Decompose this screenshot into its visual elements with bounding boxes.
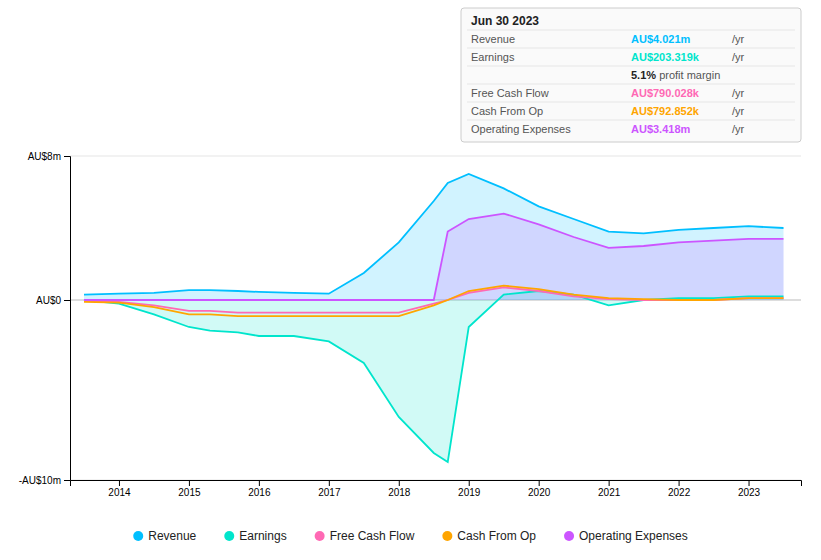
annotation-label: Revenue [471, 33, 515, 45]
tick-label: -AU$10m [19, 475, 61, 486]
grid-line [70, 156, 801, 157]
tick-label: 2023 [738, 487, 761, 498]
tick: 2016 [248, 480, 271, 498]
tick: 2017 [318, 480, 341, 498]
legend-swatch [133, 531, 143, 541]
annotation-title: Jun 30 2023 [471, 14, 539, 28]
annotation-box: Jun 30 2023 Revenue AU$4.021m /yr Earnings A… [461, 8, 801, 142]
marks [84, 174, 784, 462]
legend-item: Free Cash Flow [315, 529, 415, 543]
legend-item: Earnings [224, 529, 286, 543]
tick-mark [119, 480, 120, 486]
annotation-value: AU$3.418m [631, 123, 691, 135]
x-axis: 2014 2015 2016 2017 2018 2019 2020 2021 2022 2023 [71, 480, 802, 498]
annotation-label: Earnings [471, 51, 515, 63]
annotation-unit: /yr [729, 87, 745, 99]
area [84, 174, 784, 300]
tick-label: 2014 [108, 487, 131, 498]
annotation-unit: /yr [729, 51, 745, 63]
legend-label: Cash From Op [457, 529, 536, 543]
plot-area: 2014 2015 2016 2017 2018 2019 2020 2021 2022 2023… [19, 151, 802, 498]
annotation-label: Cash From Op [471, 105, 543, 117]
tick-mark [259, 480, 260, 486]
tick: 2022 [668, 480, 691, 498]
legend-label: Free Cash Flow [330, 529, 415, 543]
tick-label: 2015 [178, 487, 201, 498]
annotation-unit: /yr [729, 33, 745, 45]
annotation-label: Free Cash Flow [471, 87, 549, 99]
annotation-value: AU$792.852k [631, 105, 700, 117]
tick-mark [679, 480, 680, 486]
annotation-separator [467, 84, 795, 85]
tick: AU$8m [28, 151, 70, 162]
annotation-separator [467, 120, 795, 121]
chart: 2014 2015 2016 2017 2018 2019 2020 2021 2022 2023… [0, 0, 821, 560]
grid [70, 156, 801, 480]
legend: Revenue Earnings Free Cash Flow Cash From O… [133, 529, 688, 543]
tick: 2019 [458, 480, 481, 498]
area [84, 291, 784, 462]
tick-label: 2018 [388, 487, 411, 498]
legend-label: Operating Expenses [579, 529, 688, 543]
tick-mark [64, 156, 70, 157]
annotation-value: AU$4.021m [631, 33, 691, 45]
annotation-value: AU$790.028k [631, 87, 700, 99]
annotation-separator [467, 102, 795, 103]
legend-label: Earnings [239, 529, 286, 543]
axis-line [71, 481, 802, 487]
legend-swatch [442, 531, 452, 541]
annotation-background [461, 8, 801, 142]
legend-swatch [564, 531, 574, 541]
tick-label: 2019 [458, 487, 481, 498]
legend-item: Cash From Op [442, 529, 536, 543]
y-axis: -AU$10m AU$0 AU$8m [19, 151, 71, 486]
tick: AU$0 [36, 295, 70, 306]
tick-mark [189, 480, 190, 486]
tick: 2018 [388, 480, 411, 498]
tick-label: 2016 [248, 487, 271, 498]
tick-label: 2021 [598, 487, 621, 498]
tick-label: 2020 [528, 487, 551, 498]
annotation-label: 5.1% [631, 69, 656, 81]
line [84, 174, 784, 295]
tick-mark [64, 480, 70, 481]
tick-mark [539, 480, 540, 486]
annotation-separator [467, 30, 795, 31]
tick-mark [64, 300, 70, 301]
tick: 2020 [528, 480, 551, 498]
legend-swatch [224, 531, 234, 541]
line [84, 286, 784, 317]
annotation-unit: /yr [729, 105, 745, 117]
tick-mark [749, 480, 750, 486]
tick-label: 2022 [668, 487, 691, 498]
tick: -AU$10m [19, 475, 70, 486]
tick: 2015 [178, 480, 201, 498]
annotation-unit: /yr [729, 123, 745, 135]
tick-mark [399, 480, 400, 486]
tick: 2014 [108, 480, 131, 498]
annotation-separator [467, 66, 795, 67]
axis-line [64, 157, 71, 481]
tick-mark [469, 480, 470, 486]
legend-item: Revenue [133, 529, 196, 543]
annotation-label: Operating Expenses [471, 123, 571, 135]
legend-label: Revenue [148, 529, 196, 543]
tick: 2023 [738, 480, 761, 498]
line [84, 291, 784, 462]
tick-mark [329, 480, 330, 486]
annotation-value: profit margin [656, 69, 720, 81]
tick: 2021 [598, 480, 621, 498]
tick-label: AU$8m [28, 151, 61, 162]
annotation-value: AU$203.319k [631, 51, 700, 63]
tick-label: AU$0 [36, 295, 61, 306]
tick-mark [609, 480, 610, 486]
legend-swatch [315, 531, 325, 541]
legend-item: Operating Expenses [564, 529, 688, 543]
annotation-separator [467, 48, 795, 49]
tick-label: 2017 [318, 487, 341, 498]
area [84, 214, 784, 300]
line [84, 214, 784, 300]
